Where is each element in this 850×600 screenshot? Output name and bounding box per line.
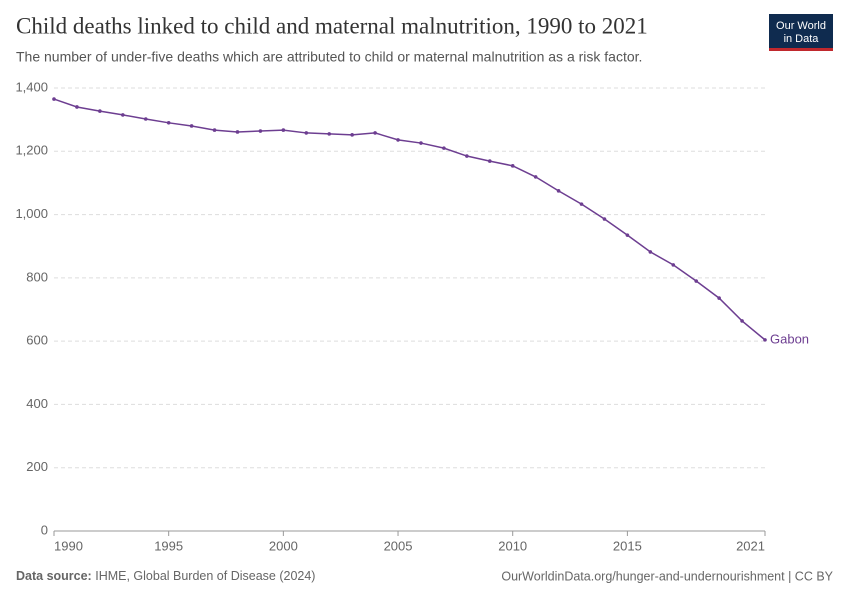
point xyxy=(396,138,400,142)
chart-subtitle: The number of under-five deaths which ar… xyxy=(16,49,642,65)
point xyxy=(533,175,538,179)
point xyxy=(419,141,423,145)
point xyxy=(212,128,217,132)
point xyxy=(740,319,744,323)
point xyxy=(442,146,446,150)
point xyxy=(579,202,584,206)
y-tick-label: 600 xyxy=(26,333,48,348)
x-tick-label: 1995 xyxy=(154,538,183,553)
logo-box[interactable] xyxy=(769,14,833,50)
point xyxy=(373,131,377,135)
point xyxy=(671,263,676,267)
y-tick-label: 1,000 xyxy=(15,206,48,221)
point xyxy=(327,132,332,136)
y-tick-label: 0 xyxy=(41,522,48,537)
y-tick-label: 800 xyxy=(26,269,48,284)
point xyxy=(304,131,309,135)
credit[interactable]: OurWorldinData.org/hunger-and-undernouri… xyxy=(501,569,833,583)
source-note: Data source: IHME, Global Burden of Dise… xyxy=(16,569,315,583)
point xyxy=(487,159,492,163)
y-tick-label: 200 xyxy=(26,459,48,474)
point xyxy=(717,296,721,300)
source: IHME, Global Burden of Disease (2024) xyxy=(95,569,315,583)
x-tick-label: 2005 xyxy=(384,538,413,553)
series-label: Gabon xyxy=(770,331,809,346)
point xyxy=(350,133,354,137)
logo-bar xyxy=(769,48,833,51)
point xyxy=(763,338,767,342)
x-tick-label: 2010 xyxy=(498,538,527,553)
y-tick-label: 400 xyxy=(26,396,48,411)
logo-text: in Data xyxy=(784,33,820,45)
point xyxy=(694,279,698,283)
point xyxy=(602,217,607,221)
point xyxy=(143,117,148,121)
point xyxy=(465,154,469,158)
point xyxy=(189,124,194,128)
logo[interactable]: Our World in Data xyxy=(769,14,833,51)
point xyxy=(258,129,263,133)
chart-title: Child deaths linked to child and materna… xyxy=(16,13,648,38)
point xyxy=(121,113,125,117)
point xyxy=(281,128,286,132)
point xyxy=(235,130,240,134)
point xyxy=(648,250,653,254)
x-tick-label: 1990 xyxy=(54,538,83,553)
point xyxy=(510,164,515,168)
point xyxy=(75,105,79,109)
x-tick-label: 2000 xyxy=(269,538,298,553)
x-tick-label: 2021 xyxy=(736,538,765,553)
point xyxy=(556,189,561,193)
point xyxy=(98,109,102,113)
y-tick-label: 1,400 xyxy=(15,79,48,94)
logo-text: Our World xyxy=(776,20,826,32)
y-tick-label: 1,200 xyxy=(15,143,48,158)
source-label: Data source: xyxy=(16,569,92,583)
x-tick-label: 2015 xyxy=(613,538,642,553)
point xyxy=(52,97,56,101)
point xyxy=(625,233,630,237)
series-line xyxy=(53,98,766,341)
point xyxy=(166,121,171,125)
